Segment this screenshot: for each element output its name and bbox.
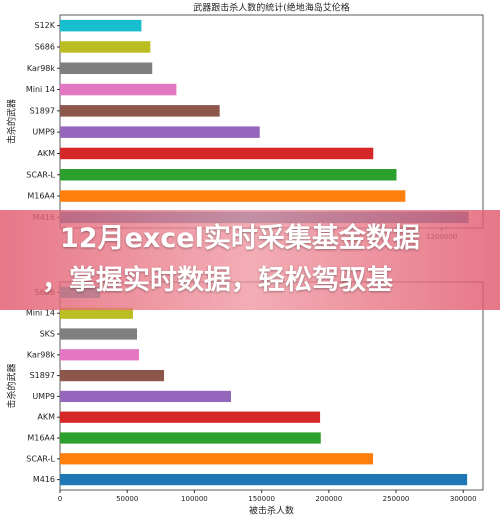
x-axis-label: 被击杀人数 xyxy=(249,505,294,517)
y-tick-label: Kar98k xyxy=(27,350,55,359)
bar xyxy=(60,411,321,423)
bar xyxy=(60,190,406,202)
y-tick-label: M16A4 xyxy=(27,192,55,201)
y-axis-label: 击杀的武器 xyxy=(6,99,18,144)
bar xyxy=(60,369,165,382)
banner-line: 12月excel实时采集基金数据 xyxy=(60,223,420,254)
y-tick-label: UMP9 xyxy=(32,392,55,401)
bar xyxy=(60,105,220,117)
x-tick-label: 200000 xyxy=(315,495,342,503)
bar xyxy=(60,473,468,486)
y-axis-label: 击杀的武器 xyxy=(6,363,18,408)
y-tick-label: Kar98k xyxy=(27,64,55,73)
x-tick-label: 250000 xyxy=(383,495,410,503)
x-tick-label: 100000 xyxy=(181,495,208,503)
y-tick-label: Mini 14 xyxy=(26,309,55,318)
x-tick-label: 0 xyxy=(58,495,62,503)
y-tick-label: S1897 xyxy=(30,106,55,115)
y-tick-label: Mini 14 xyxy=(26,85,55,94)
banner-line: ，掌握实时数据，轻松驾驭基 xyxy=(42,265,393,296)
y-tick-label: M16A4 xyxy=(27,434,55,443)
y-tick-label: AKM xyxy=(37,413,55,422)
bar xyxy=(60,432,321,444)
y-tick-label: SCAR-L xyxy=(26,170,55,179)
x-tick-label: 150000 xyxy=(248,495,275,503)
bar xyxy=(60,83,177,96)
banner: 12月excel实时采集基金数据 ，掌握实时数据，轻松驾驭基 xyxy=(0,210,500,310)
bar xyxy=(60,390,231,403)
bar xyxy=(60,126,260,138)
bar xyxy=(60,307,133,319)
y-tick-label: S1897 xyxy=(30,371,55,380)
y-tick-label: M416 xyxy=(33,475,55,484)
chart-title: 武器跟击杀人数的统计(绝地海岛艾伦格 xyxy=(193,2,350,14)
bar xyxy=(60,147,374,160)
bar xyxy=(60,62,153,75)
y-tick-label: S686 xyxy=(35,42,55,51)
bar xyxy=(60,328,138,340)
bar xyxy=(60,349,140,361)
y-tick-label: UMP9 xyxy=(32,128,55,137)
y-tick-label: S12K xyxy=(34,21,55,30)
bar xyxy=(60,41,151,53)
x-tick-label: 50000 xyxy=(116,495,138,503)
y-tick-label: SCAR-L xyxy=(26,454,55,463)
bar xyxy=(60,19,142,32)
x-tick-label: 300000 xyxy=(450,495,477,503)
y-tick-label: SKS xyxy=(40,330,55,339)
bar xyxy=(60,168,397,181)
y-tick-label: AKM xyxy=(37,149,55,158)
bar xyxy=(60,453,374,465)
